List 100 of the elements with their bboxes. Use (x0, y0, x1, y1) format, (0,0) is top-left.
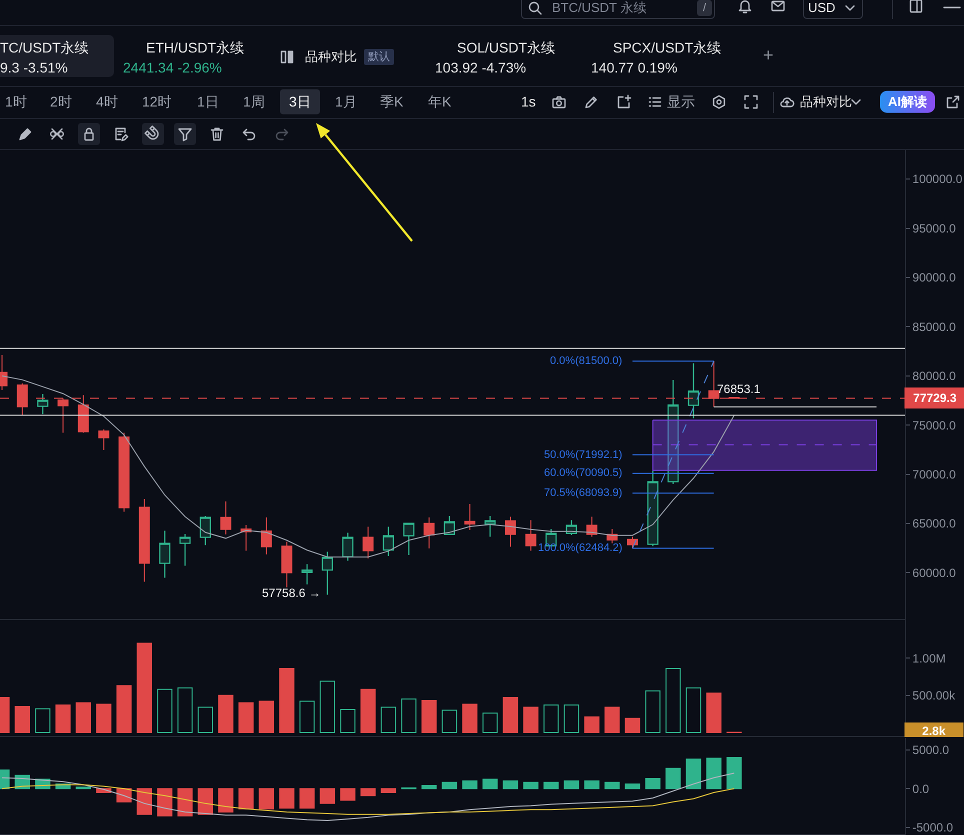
bar (218, 694, 234, 734)
candlestick (302, 563, 313, 585)
bar (35, 708, 50, 734)
bar (666, 768, 681, 790)
bar (686, 758, 702, 790)
y-tick-label: -5000.0 (912, 820, 954, 835)
bar (299, 700, 315, 734)
bar (380, 788, 396, 794)
bar (584, 780, 600, 790)
y-tick-label: 60000.0 (912, 566, 956, 580)
bar (645, 778, 660, 790)
bar (523, 782, 538, 790)
y-tick-label: 75000.0 (912, 418, 956, 432)
text: / (697, 0, 712, 16)
text: USD (808, 0, 836, 16)
bar (645, 690, 660, 734)
candlestick (118, 432, 130, 512)
bar (544, 782, 559, 790)
text: 2时 (50, 93, 72, 110)
y-tick-label: 0.0 (912, 782, 930, 796)
bar (502, 780, 518, 790)
candlestick (159, 530, 170, 578)
bar (320, 788, 336, 804)
bar (706, 692, 722, 734)
candlestick (586, 516, 598, 538)
y-tick-label: 500.00k (912, 688, 956, 703)
annotation: 57758.6 → (262, 586, 321, 600)
series-label: 100.0%(62484.2) (538, 542, 622, 554)
text: 3日 (280, 89, 320, 115)
y-tick-label: 5000.0 (912, 742, 950, 757)
candlestick (260, 516, 272, 555)
text: ETH/USDT永续 (146, 39, 244, 56)
bar (96, 704, 112, 734)
candlestick (281, 541, 292, 588)
text: 1时 (5, 93, 27, 110)
text: BTC/USDT 永续 (552, 0, 646, 16)
text: + (763, 45, 774, 66)
bar (706, 758, 722, 790)
bar (360, 788, 376, 796)
text: 2441.34 -2.96% (123, 59, 222, 76)
candlestick (444, 515, 456, 536)
bar (14, 706, 30, 734)
bar (502, 697, 518, 734)
candlestick (484, 515, 496, 538)
candlestick (78, 394, 89, 434)
text: 1月 (335, 93, 357, 110)
candlestick (98, 428, 110, 450)
candlestick (647, 470, 658, 547)
series-label: 0.0%(81500.0) (550, 355, 622, 367)
candlestick (138, 498, 150, 582)
text: SOL/USDT永续 (457, 39, 556, 56)
bar (462, 780, 478, 790)
annotation: 76853.1 (717, 382, 761, 396)
bar (624, 783, 640, 790)
bar (584, 716, 600, 734)
bar (442, 782, 458, 790)
bar (604, 706, 620, 734)
bar (76, 702, 91, 734)
bar (279, 788, 294, 809)
y-tick-label: 85000.0 (912, 320, 956, 334)
bar (218, 788, 234, 812)
text: 4时 (96, 93, 118, 110)
text: 1周 (243, 93, 265, 110)
series-label: 60.0%(70090.5) (544, 467, 622, 479)
candlestick (403, 522, 414, 556)
bar (279, 668, 294, 734)
bar (624, 718, 640, 734)
text: SPCX/USDT永续 (613, 39, 722, 56)
candlestick (362, 526, 374, 559)
candlestick (220, 500, 232, 535)
candlestick (525, 520, 536, 552)
text: 1s (521, 93, 536, 110)
line-series (2, 772, 735, 822)
bar (401, 698, 416, 734)
bar (177, 788, 193, 816)
bar (55, 704, 71, 734)
bar (421, 785, 437, 790)
text: 1日 (197, 93, 219, 110)
bar (157, 688, 172, 734)
bar (604, 782, 620, 790)
candlestick (382, 526, 394, 557)
bar (136, 788, 152, 815)
bar (258, 700, 274, 734)
y-tick-label: 80000.0 (912, 369, 956, 384)
bar (686, 687, 702, 734)
line-series (2, 784, 735, 815)
text: 2.8k (922, 724, 946, 738)
bar (442, 710, 458, 734)
y-tick-label: 70000.0 (912, 468, 956, 482)
y-tick-label: 65000.0 (912, 516, 956, 531)
bar (421, 700, 437, 734)
bar (198, 788, 214, 815)
bar (564, 704, 580, 734)
candlestick (342, 532, 354, 562)
bar (380, 706, 396, 734)
candlestick (424, 516, 435, 549)
candlestick (37, 393, 48, 415)
bar (238, 788, 254, 810)
bar (360, 688, 376, 734)
bar (666, 668, 681, 734)
